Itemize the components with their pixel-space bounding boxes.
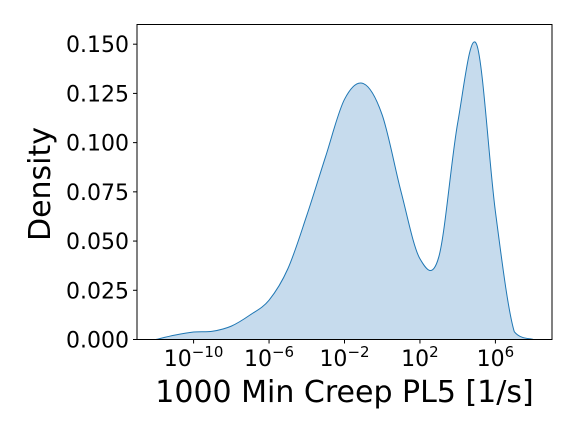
y-tick-label: 0.075 bbox=[66, 181, 129, 206]
x-axis-title: 1000 Min Creep PL5 [1/s] bbox=[155, 375, 533, 410]
density-line bbox=[155, 41, 534, 340]
density-area-fill bbox=[155, 41, 534, 340]
y-tick-label: 0.150 bbox=[66, 33, 129, 58]
y-tick-label: 0.025 bbox=[66, 279, 129, 304]
y-tick-label: 0.050 bbox=[66, 230, 129, 255]
y-tick-label: 0.100 bbox=[66, 132, 129, 157]
density-area-layer bbox=[155, 41, 534, 340]
x-tick-label: 10−6 bbox=[244, 343, 294, 372]
x-tick-label: 10−2 bbox=[319, 343, 369, 372]
x-tick-label: 106 bbox=[477, 343, 515, 372]
y-axis: 0.000 0.025 0.050 0.075 0.100 0.125 0.150 bbox=[66, 33, 137, 354]
y-tick-label: 0.000 bbox=[66, 329, 129, 354]
x-axis: 10−10 10−6 10−2 102 106 bbox=[164, 339, 515, 372]
x-tick-label: 102 bbox=[401, 343, 439, 372]
y-axis-title: Density bbox=[23, 127, 58, 241]
x-tick-label: 10−10 bbox=[164, 343, 224, 372]
y-tick-label: 0.125 bbox=[66, 82, 129, 107]
